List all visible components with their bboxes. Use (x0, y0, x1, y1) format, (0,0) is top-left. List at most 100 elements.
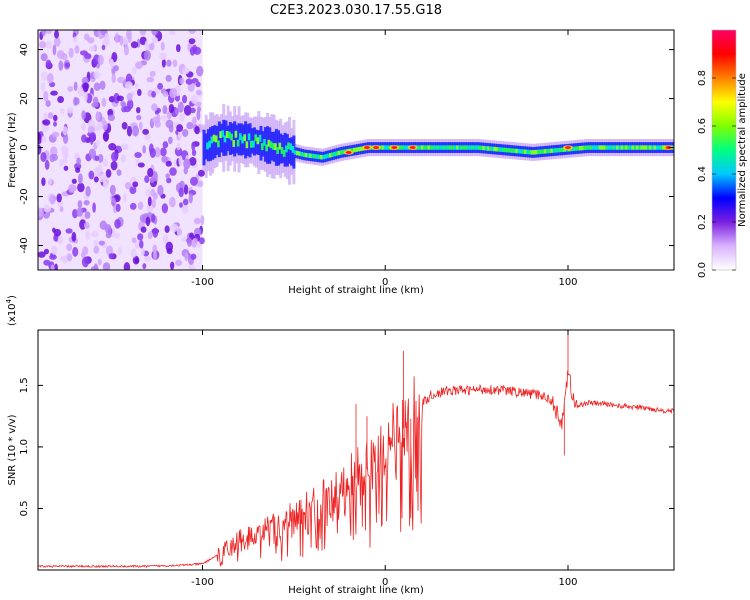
noise-speckle (193, 217, 201, 225)
noise-speckle (137, 201, 144, 210)
noise-speckle (185, 78, 193, 85)
signal-core (296, 150, 299, 156)
signal-core (342, 149, 345, 155)
noise-speckle (83, 199, 90, 206)
noise-speckle (66, 243, 73, 252)
y-tick-label: 0 (19, 144, 30, 150)
signal-core (269, 141, 273, 149)
noise-speckle (165, 241, 174, 252)
noise-speckle (151, 213, 156, 223)
noise-speckle (62, 126, 68, 136)
noise-speckle (177, 101, 184, 113)
hot-spot (391, 146, 398, 149)
noise-speckle (168, 103, 175, 114)
signal-core (489, 146, 492, 151)
signal-core (267, 139, 271, 147)
noise-speckle (196, 65, 204, 77)
noise-speckle (179, 202, 183, 208)
signal-core (495, 147, 499, 152)
noise-speckle (159, 52, 167, 61)
signal-core (298, 151, 301, 156)
signal-core (475, 145, 479, 150)
noise-speckle (160, 147, 167, 157)
noise-speckle (183, 105, 192, 116)
signal-core (605, 145, 608, 150)
signal-core (502, 147, 505, 153)
noise-speckle (190, 94, 199, 104)
signal-core (326, 153, 330, 159)
signal-core (563, 147, 567, 152)
signal-core (451, 145, 455, 150)
noise-speckle (93, 176, 99, 183)
y-tick-label: 20 (19, 92, 30, 105)
noise-speckle (153, 37, 159, 43)
noise-speckle (175, 44, 181, 53)
noise-speckle (102, 262, 111, 270)
noise-speckle (130, 248, 137, 258)
noise-speckle (191, 116, 197, 125)
noise-speckle (160, 41, 165, 51)
signal-core (287, 142, 290, 150)
noise-speckle (98, 173, 107, 183)
noise-speckle (179, 77, 185, 85)
noise-speckle (108, 143, 117, 151)
noise-speckle (143, 50, 151, 61)
noise-speckle (78, 173, 83, 185)
noise-speckle (105, 168, 112, 178)
signal-core (440, 145, 444, 150)
noise-speckle (54, 37, 61, 47)
noise-speckle (73, 81, 78, 92)
signal-core (208, 140, 211, 148)
noise-speckle (93, 70, 101, 80)
signal-core (313, 154, 317, 159)
noise-speckle (65, 228, 73, 234)
signal-core (239, 133, 242, 141)
signal-core (644, 145, 648, 150)
signal-core (300, 152, 304, 157)
noise-speckle (45, 30, 52, 34)
noise-speckle (62, 157, 68, 165)
noise-speckle (178, 187, 184, 198)
signal-core (359, 146, 363, 152)
noise-speckle (135, 257, 140, 264)
noise-speckle (188, 263, 196, 270)
noise-speckle (114, 218, 121, 229)
signal-core (304, 152, 308, 158)
signal-core (293, 150, 297, 155)
noise-speckle (165, 160, 172, 167)
noise-speckle (144, 255, 152, 262)
noise-speckle (45, 40, 53, 50)
noise-speckle (43, 90, 49, 102)
noise-speckle (172, 59, 178, 68)
signal-core (210, 136, 214, 144)
signal-core (510, 148, 514, 153)
signal-core (592, 145, 595, 150)
signal-core (603, 145, 606, 150)
signal-core (385, 145, 389, 150)
signal-core (594, 145, 597, 150)
noise-speckle (129, 202, 137, 210)
noise-speckle (157, 184, 164, 196)
noise-speckle (47, 112, 54, 119)
noise-speckle (147, 167, 154, 178)
noise-speckle (157, 82, 164, 90)
signal-core (635, 145, 639, 150)
signal-core (627, 145, 630, 150)
signal-core (486, 146, 490, 151)
signal-core (436, 145, 440, 150)
signal-core (445, 145, 448, 150)
signal-band (235, 124, 239, 154)
noise-speckle (117, 76, 125, 84)
noise-speckle (97, 164, 103, 172)
noise-speckle (57, 96, 64, 104)
signal-core (405, 145, 409, 150)
noise-speckle (129, 185, 137, 195)
hot-spot (373, 146, 380, 149)
colorbar-tick-label: 0.2 (697, 214, 708, 230)
signal-core (353, 147, 356, 153)
signal-core (543, 149, 547, 154)
signal-core (333, 151, 336, 157)
signal-core (403, 145, 407, 150)
noise-speckle (148, 43, 153, 50)
